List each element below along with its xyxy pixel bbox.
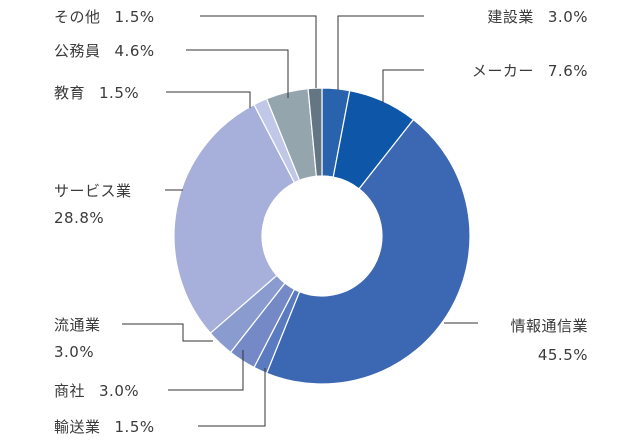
slice-1-leader-line [337, 15, 424, 90]
slice-9-value: 4.6% [115, 42, 155, 60]
slice-3-wedge [265, 118, 471, 385]
donut-slices [173, 87, 471, 385]
slice-6-value: 3.0% [54, 343, 94, 361]
slice-2-leader-line [382, 69, 424, 103]
slice-1-value: 3.0% [548, 8, 588, 26]
slice-9-name: 公務員 [54, 42, 101, 60]
slice-8-name: 教育 [54, 84, 85, 102]
slice-10-name: その他 [54, 8, 101, 26]
slice-6-name: 流通業 [54, 316, 101, 334]
slice-9-label: 公務員 4.6% [54, 42, 155, 60]
slice-7-wedge [173, 103, 296, 335]
slice-7-value: 28.8% [54, 209, 104, 227]
slice-5-value: 3.0% [99, 382, 139, 400]
slice-2-name: メーカー [472, 62, 534, 80]
slice-2-value: 7.6% [548, 62, 588, 80]
slice-10-value: 1.5% [115, 8, 155, 26]
slice-10-leader-line [200, 15, 317, 88]
slice-3-name: 情報通信業 [510, 317, 588, 335]
slice-2-label: メーカー 7.6% [472, 62, 588, 80]
slice-10-label: その他 1.5% [54, 8, 155, 26]
slice-8-label: 教育 1.5% [54, 84, 139, 102]
slice-9-leader-line [186, 49, 289, 98]
slice-5-name: 商社 [54, 382, 85, 400]
slice-4-leader-line [198, 368, 266, 427]
slice-3-value: 45.5% [538, 346, 588, 364]
slice-7-name: サービス業 [54, 182, 132, 200]
slice-8-leader-line [166, 91, 251, 108]
slice-10-wedge [307, 87, 323, 177]
slice-4-value: 1.5% [115, 418, 155, 436]
slice-1-name: 建設業 [487, 8, 534, 26]
slice-5-label: 商社 3.0% [54, 382, 139, 400]
slice-6-leader-line [122, 323, 213, 342]
slice-labels: 建設業 3.0% メーカー 7.6% 情報通信業 45.5% 輸送業 1.5% 商社 3.0% 流通… [54, 8, 588, 436]
slice-5-leader-line [168, 350, 244, 391]
slice-8-value: 1.5% [99, 84, 139, 102]
slice-4-name: 輸送業 [54, 418, 101, 436]
slice-4-label: 輸送業 1.5% [54, 418, 155, 436]
slice-1-label: 建設業 3.0% [487, 8, 588, 26]
leader-lines [122, 15, 478, 427]
